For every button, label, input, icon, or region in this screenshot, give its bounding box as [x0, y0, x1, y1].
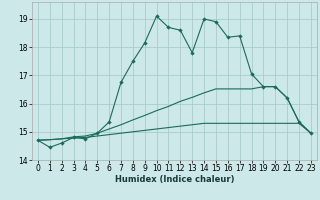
X-axis label: Humidex (Indice chaleur): Humidex (Indice chaleur): [115, 175, 234, 184]
